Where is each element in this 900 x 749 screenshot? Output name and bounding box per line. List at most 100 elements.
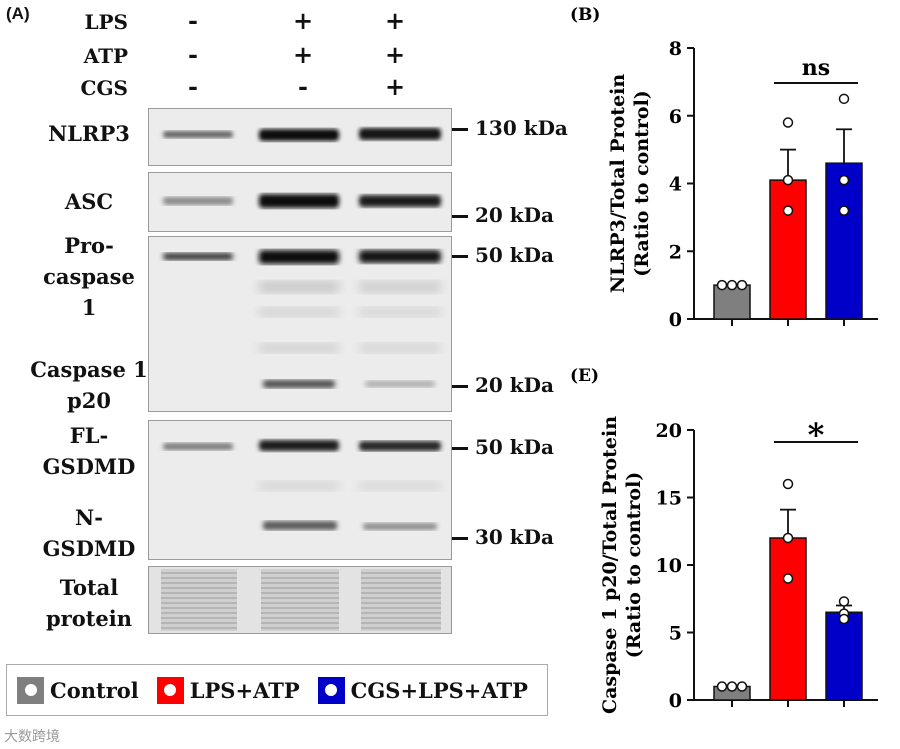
row-label-fl-gsdmd: FL- GSDMD [42, 423, 136, 479]
band [359, 250, 441, 263]
data-point [838, 613, 850, 625]
smear [259, 307, 339, 317]
data-point [838, 596, 850, 607]
band [259, 440, 339, 451]
band [163, 131, 233, 138]
blot-gsdmd-image [149, 421, 451, 559]
marker-30-kda-label: 30 kDa [475, 525, 554, 549]
chart-panel-b: (B) NLRP3/Total Protein (Ratio to control)… [570, 5, 878, 331]
blot-asc [148, 172, 452, 232]
band [263, 380, 335, 388]
blot-asc-image [149, 173, 451, 231]
data-point [736, 279, 748, 291]
band [359, 195, 441, 207]
band [359, 128, 441, 140]
row-label-n-gsdmd: N- GSDMD [42, 505, 136, 561]
panel-label: (B) [570, 5, 600, 25]
legend: Control LPS+ATP CGS+LPS+ATP [6, 664, 548, 716]
data-point [838, 93, 850, 105]
y-tick-label: 2 [669, 241, 682, 263]
smear [359, 343, 441, 353]
y-axis-label: (Ratio to control) [631, 90, 653, 277]
row-label-total-protein: Total protein [45, 575, 133, 631]
y-tick-label: 6 [669, 106, 682, 128]
smear [259, 281, 339, 293]
y-tick-label: 15 [656, 488, 682, 510]
data-point [726, 681, 738, 692]
data-point [838, 174, 850, 186]
blot-caspase-1 [148, 236, 452, 412]
y-tick-label: 4 [669, 174, 682, 196]
smear [259, 343, 339, 353]
data-point [782, 478, 794, 490]
blot-nlrp3 [148, 108, 452, 166]
row-label-nlrp3: NLRP3 [48, 121, 130, 146]
marker-130-kda-label: 130 kDa [475, 116, 568, 140]
band [163, 197, 233, 205]
condition-atp-lane3: + [384, 40, 406, 69]
condition-lps-lane2: + [292, 6, 314, 35]
marker-50-kda-caspase: 50 kDa [452, 243, 554, 267]
condition-atp-lane1: - [188, 40, 198, 69]
legend-item-lps-atp: LPS+ATP [156, 676, 308, 704]
y-axis-label: Caspase 1 p20/Total Protein [599, 416, 621, 714]
legend-item-cgs-lps-atp: CGS+LPS+ATP [317, 676, 536, 704]
legend-swatch-control [17, 676, 44, 704]
band [259, 194, 339, 208]
data-point [736, 681, 748, 692]
y-tick-label: 0 [669, 309, 682, 331]
data-point [782, 205, 794, 216]
smear [359, 481, 441, 491]
significance-label: ns [802, 55, 830, 81]
row-label-asc: ASC [64, 189, 114, 214]
legend-label-control: Control [50, 677, 139, 703]
smear [359, 281, 441, 293]
band [365, 381, 435, 387]
band [163, 443, 233, 450]
blot-total-protein-image [149, 567, 451, 633]
y-tick-label: 8 [669, 38, 682, 60]
blot-caspase-1-image [149, 237, 451, 411]
condition-atp-label: ATP [83, 44, 128, 68]
marker-20-kda-asc-label: 20 kDa [475, 203, 554, 227]
marker-130-kda: 130 kDa [452, 116, 568, 140]
blot-nlrp3-image [149, 109, 451, 165]
data-point [782, 573, 794, 584]
band [163, 253, 233, 260]
condition-cgs-label: CGS [80, 76, 128, 100]
data-point [838, 205, 850, 216]
condition-lps-lane1: - [188, 6, 198, 35]
data-point [782, 117, 794, 128]
data-point [782, 532, 794, 544]
condition-cgs-lane1: - [188, 72, 198, 101]
panel-label: (E) [570, 366, 599, 386]
legend-swatch-lps-atp [156, 676, 184, 704]
row-label-caspase-1-p20: Caspase 1 p20 [30, 357, 148, 413]
band [359, 441, 441, 451]
lane [161, 569, 237, 631]
marker-50-kda-gsdmd-label: 50 kDa [475, 435, 554, 459]
smear [259, 481, 339, 491]
chart-panel-e: (E) Caspase 1 p20/Total Protein (Ratio to … [570, 366, 878, 714]
blot-gsdmd [148, 420, 452, 560]
data-point [726, 279, 738, 291]
band [259, 250, 339, 264]
condition-cgs-lane2: - [298, 72, 308, 101]
condition-cgs-lane3: + [384, 72, 406, 101]
y-tick-label: 10 [656, 555, 682, 577]
data-point [716, 681, 728, 692]
legend-item-control: Control [17, 676, 147, 704]
y-axis-label: (Ratio to control) [623, 472, 645, 659]
lane [261, 569, 339, 631]
band [263, 521, 337, 530]
y-tick-label: 20 [656, 420, 682, 442]
data-point [782, 174, 794, 186]
blot-total-protein [148, 566, 452, 634]
marker-50-kda-gsdmd: 50 kDa [452, 435, 554, 459]
marker-30-kda: 30 kDa [452, 525, 554, 549]
bar-cgs-lps-atp [825, 611, 863, 701]
band [259, 129, 339, 141]
bar-lps-atp [769, 179, 807, 320]
marker-50-kda-caspase-label: 50 kDa [475, 243, 554, 267]
condition-lps-label: LPS [84, 10, 128, 34]
